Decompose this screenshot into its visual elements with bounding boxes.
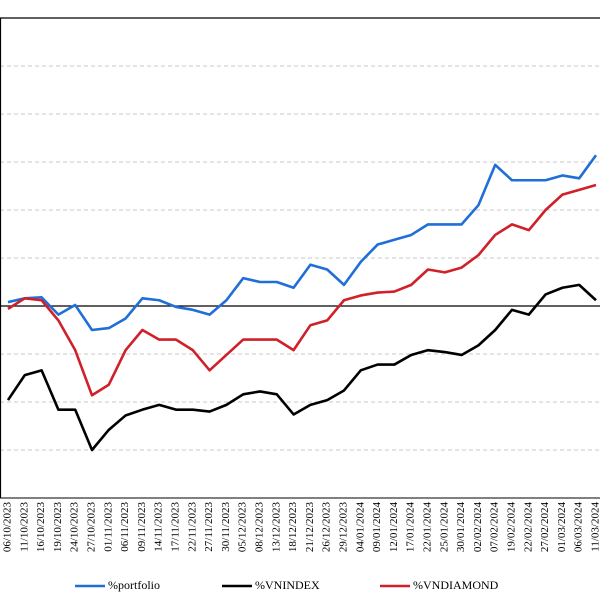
legend-label: %VNDIAMOND <box>413 578 499 592</box>
x-tick-label: 22/01/2024 <box>422 502 434 553</box>
x-tick-label: 24/10/2023 <box>69 502 81 553</box>
x-tick-label: 08/12/2023 <box>254 502 266 553</box>
x-tick-label: 05/12/2023 <box>237 502 249 553</box>
x-tick-label: 27/02/2024 <box>539 502 551 553</box>
legend-label: %portfolio <box>108 578 160 592</box>
x-tick-label: 21/12/2023 <box>304 502 316 553</box>
x-tick-label: 06/10/2023 <box>2 502 14 553</box>
x-tick-label: 25/01/2024 <box>438 502 450 553</box>
x-tick-label: 06/11/2023 <box>119 502 131 552</box>
x-tick-label: 11/03/2024 <box>590 502 600 552</box>
x-tick-label: 01/11/2023 <box>102 502 114 552</box>
x-tick-label: 18/12/2023 <box>287 502 299 553</box>
series-line <box>7 154 598 332</box>
x-tick-label: 04/01/2024 <box>354 502 366 553</box>
x-tick-label: 17/01/2024 <box>405 502 417 553</box>
series-line <box>6 283 597 452</box>
x-tick-label: 27/10/2023 <box>86 502 98 553</box>
x-tick-label: 13/12/2023 <box>270 502 282 553</box>
x-tick-label: 06/03/2024 <box>573 502 585 553</box>
x-axis: 06/10/2023 11/10/2023 16/10/2023 19/10/2023… <box>2 502 600 553</box>
x-tick-label: 29/12/2023 <box>338 502 350 553</box>
x-tick-label: 30/01/2024 <box>455 502 467 553</box>
legend-label: %VNINDEX <box>255 578 320 592</box>
plot <box>6 154 598 452</box>
x-tick-label: 16/10/2023 <box>35 502 47 553</box>
legend: %portfolio %VNINDEX %VNDIAMOND <box>75 578 499 592</box>
x-tick-label: 14/11/2023 <box>153 502 165 552</box>
x-tick-label: 01/03/2024 <box>556 502 568 553</box>
x-tick-label: 17/11/2023 <box>170 502 182 552</box>
x-tick-label: 09/01/2024 <box>371 502 383 553</box>
series-line <box>7 183 597 397</box>
x-tick-label: 19/02/2024 <box>506 502 518 553</box>
grid <box>0 65 600 451</box>
x-tick-label: 12/01/2024 <box>388 502 400 553</box>
x-tick-label: 19/10/2023 <box>52 502 64 553</box>
x-tick-label: 26/12/2023 <box>321 502 333 553</box>
x-tick-label: 07/02/2024 <box>489 502 501 553</box>
x-tick-label: 09/11/2023 <box>136 502 148 552</box>
x-tick-label: 11/10/2023 <box>18 502 30 552</box>
x-tick-label: 02/02/2024 <box>472 502 484 553</box>
x-tick-label: 30/11/2023 <box>220 502 232 552</box>
x-tick-label: 22/02/2024 <box>522 502 534 553</box>
x-tick-label: 27/11/2023 <box>203 502 215 552</box>
x-tick-label: 22/11/2023 <box>186 502 198 552</box>
